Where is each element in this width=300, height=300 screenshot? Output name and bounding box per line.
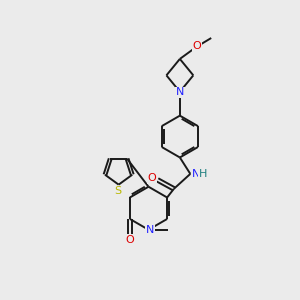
Text: O: O	[148, 173, 157, 183]
Text: S: S	[115, 186, 122, 196]
Text: O: O	[125, 236, 134, 245]
Text: N: N	[176, 87, 184, 98]
Text: N: N	[192, 169, 200, 179]
Text: H: H	[199, 169, 207, 179]
Text: O: O	[193, 41, 202, 51]
Text: N: N	[146, 225, 154, 235]
